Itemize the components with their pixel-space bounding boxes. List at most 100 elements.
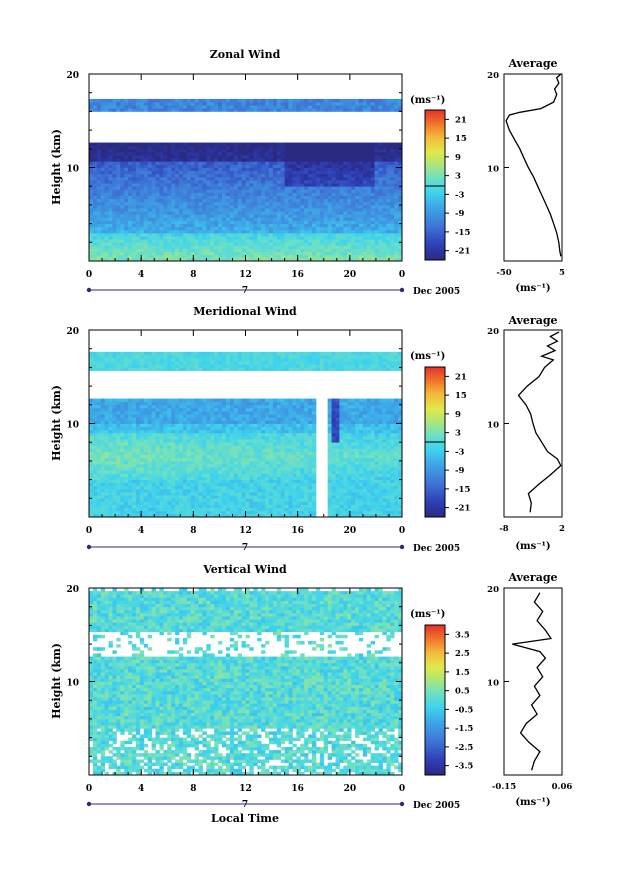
- heatmap-cell: [96, 145, 102, 150]
- heatmap-cell: [229, 232, 235, 237]
- heatmap-cell: [112, 145, 117, 150]
- heatmap-cell: [366, 220, 372, 224]
- heatmap-cell: [163, 361, 168, 365]
- heatmap-cell: [167, 220, 172, 224]
- heatmap-cell: [272, 217, 278, 221]
- heatmap-cell: [241, 151, 246, 156]
- heatmap-cell: [202, 354, 207, 359]
- heatmap-cell: [116, 423, 121, 428]
- heatmap-cell: [175, 401, 180, 406]
- heatmap-cell: [202, 414, 207, 418]
- heatmap-cell: [178, 158, 184, 162]
- heatmap-cell: [362, 229, 368, 234]
- heatmap-cell: [182, 417, 188, 421]
- heatmap-cell: [245, 248, 250, 253]
- heatmap-cell: [202, 492, 207, 496]
- heatmap-cell: [182, 211, 188, 215]
- heatmap-cell: [171, 498, 176, 502]
- heatmap-cell: [394, 167, 399, 172]
- heatmap-cell: [163, 423, 168, 428]
- heatmap-cell: [394, 164, 399, 168]
- heatmap-cell: [143, 179, 149, 184]
- heatmap-cell: [190, 192, 196, 196]
- heatmap-cell: [159, 167, 164, 172]
- x-tick-label: 4: [138, 270, 144, 280]
- heatmap-cell: [245, 245, 250, 249]
- heatmap-cell: [241, 211, 246, 215]
- heatmap-cell: [241, 232, 246, 237]
- heatmap-cell: [198, 442, 203, 446]
- heatmap-cell: [120, 105, 125, 109]
- heatmap-cell: [272, 226, 278, 231]
- heatmap-cell: [351, 158, 356, 162]
- heatmap-cell: [257, 189, 262, 193]
- heatmap-cell: [378, 223, 383, 228]
- heatmap-cell: [96, 142, 102, 147]
- heatmap-cell: [155, 457, 160, 462]
- heatmap-cell: [300, 208, 305, 212]
- heatmap-cell: [108, 164, 113, 168]
- heatmap-cell: [159, 161, 164, 165]
- heatmap-cell: [206, 198, 211, 203]
- heatmap-cell: [151, 251, 156, 256]
- heatmap-cell: [147, 232, 152, 237]
- heatmap-cell: [182, 151, 188, 156]
- heatmap-cell: [178, 232, 184, 237]
- heatmap-cell: [139, 476, 145, 480]
- heatmap-cell: [229, 226, 235, 231]
- heatmap-cell: [96, 467, 102, 471]
- heatmap-cell: [335, 208, 340, 212]
- heatmap-cell: [343, 98, 348, 103]
- heatmap-cell: [214, 504, 219, 509]
- heatmap-cell: [124, 420, 129, 424]
- heatmap-cell: [89, 217, 94, 221]
- heatmap-cell: [112, 407, 117, 412]
- heatmap-cell: [112, 464, 117, 468]
- heatmap-cell: [167, 448, 172, 452]
- heatmap-cell: [143, 411, 149, 415]
- heatmap-cell: [151, 414, 156, 418]
- heatmap-cell: [167, 454, 172, 459]
- heatmap-cell: [268, 105, 274, 109]
- heatmap-cell: [124, 485, 129, 490]
- heatmap-cell: [112, 214, 117, 218]
- heatmap-cell: [296, 217, 301, 221]
- heatmap-cell: [351, 192, 356, 196]
- heatmap-cell: [366, 195, 372, 200]
- heatmap-cell: [182, 248, 188, 253]
- heatmap-cell: [229, 229, 235, 234]
- heatmap-cell: [315, 226, 321, 231]
- heatmap-cell: [159, 217, 164, 221]
- heatmap-cell: [167, 257, 172, 262]
- heatmap-cell: [89, 404, 94, 409]
- heatmap-cell: [159, 242, 164, 246]
- heatmap-cell: [261, 201, 266, 206]
- heatmap-cell: [108, 242, 113, 246]
- heatmap-cell: [182, 442, 188, 446]
- heatmap-cell: [386, 195, 391, 200]
- heatmap-cell: [151, 208, 156, 212]
- heatmap-cell: [100, 214, 106, 218]
- heatmap-cell: [210, 398, 215, 403]
- heatmap-cell: [139, 473, 145, 477]
- heatmap-cell: [257, 192, 262, 196]
- heatmap-cell: [265, 173, 270, 178]
- heatmap-cell: [108, 411, 113, 415]
- heatmap-cell: [120, 411, 125, 415]
- heatmap-cell: [218, 482, 223, 487]
- heatmap-cell: [159, 204, 164, 209]
- heatmap-cell: [155, 504, 160, 509]
- heatmap-cell: [351, 105, 356, 109]
- heatmap-cell: [190, 164, 196, 168]
- heatmap-cell: [100, 464, 106, 468]
- heatmap-cell: [265, 98, 270, 103]
- heatmap-cell: [265, 183, 270, 187]
- heatmap-cell: [100, 473, 106, 477]
- heatmap-cell: [139, 108, 145, 112]
- heatmap-cell: [194, 239, 199, 243]
- heatmap-cell: [186, 398, 192, 403]
- heatmap-cell: [296, 220, 301, 224]
- heatmap-cell: [296, 245, 301, 249]
- heatmap-cell: [394, 242, 399, 246]
- heatmap-cell: [323, 229, 329, 234]
